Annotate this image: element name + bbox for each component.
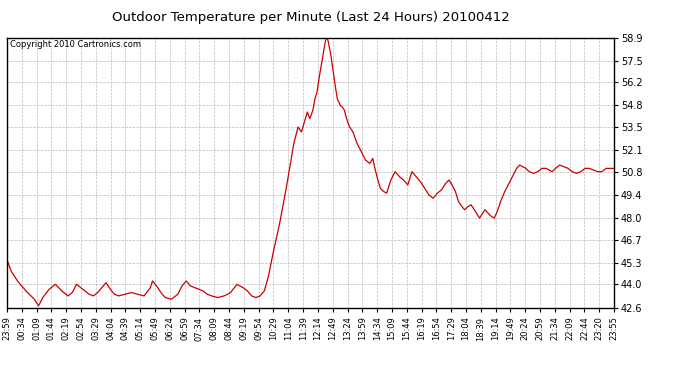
Text: Outdoor Temperature per Minute (Last 24 Hours) 20100412: Outdoor Temperature per Minute (Last 24 … [112, 11, 509, 24]
Text: Copyright 2010 Cartronics.com: Copyright 2010 Cartronics.com [10, 40, 141, 49]
